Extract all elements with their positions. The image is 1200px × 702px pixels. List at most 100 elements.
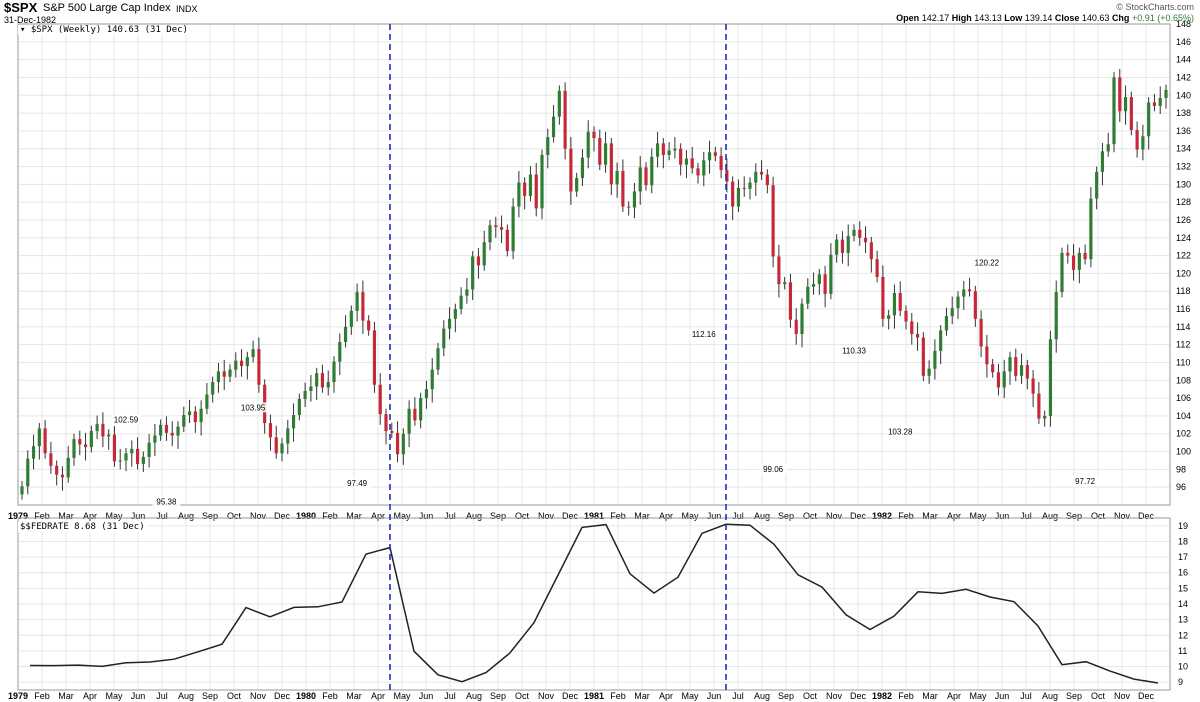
x-tick-label-lower: Dec	[274, 691, 291, 701]
price-annotation: 120.22	[975, 258, 1000, 267]
candle-body	[211, 382, 215, 395]
candle-body	[523, 182, 527, 196]
candle-body	[719, 155, 723, 171]
x-tick-label-lower: May	[681, 691, 699, 701]
price-annotation: 112.16	[692, 330, 716, 339]
candle-body	[471, 256, 475, 290]
x-tick-label-lower: Jul	[444, 691, 456, 701]
candle-body	[910, 321, 914, 334]
candle-body	[55, 465, 59, 475]
candle-body	[823, 274, 827, 294]
candle-body	[407, 408, 411, 434]
candle-body	[141, 456, 145, 465]
x-tick-label: Jun	[419, 511, 434, 521]
candle-body	[765, 174, 769, 186]
x-tick-label-lower: Jul	[1020, 691, 1032, 701]
candle-body	[488, 225, 492, 243]
x-tick-label-lower: Aug	[1042, 691, 1058, 701]
x-tick-label: Feb	[898, 511, 914, 521]
candle-body	[1002, 371, 1006, 388]
x-tick-label-lower: Apr	[371, 691, 385, 701]
candle-body	[234, 360, 238, 370]
price-y-tick: 110	[1176, 357, 1190, 367]
x-tick-label: Sep	[202, 511, 218, 521]
candle-body	[852, 229, 856, 236]
candle-body	[291, 415, 296, 429]
x-tick-label: Mar	[346, 511, 362, 521]
candle-body	[372, 330, 377, 385]
x-tick-label: Aug	[1042, 511, 1058, 521]
price-annotation-bg	[343, 477, 372, 488]
candle-body	[603, 143, 608, 165]
candle-body	[748, 182, 752, 189]
x-tick-label: Sep	[1066, 511, 1082, 521]
x-tick-label-lower: Dec	[562, 691, 579, 701]
candle-body	[783, 282, 787, 285]
candle-body	[638, 167, 642, 192]
candle-body	[442, 328, 446, 349]
x-tick-label: Apr	[659, 511, 673, 521]
x-tick-label-lower: Mar	[346, 691, 362, 701]
candle-body	[332, 361, 336, 383]
candle-body	[788, 282, 793, 320]
x-tick-label-lower: Sep	[1066, 691, 1082, 701]
candle-body	[43, 428, 47, 454]
candle-body	[482, 242, 486, 266]
price-y-tick: 114	[1176, 322, 1190, 332]
x-tick-label-lower: Aug	[466, 691, 482, 701]
price-y-tick: 142	[1176, 72, 1191, 82]
price-annotation: 97.49	[347, 479, 368, 488]
candle-body	[887, 315, 891, 319]
candle-body	[286, 428, 290, 444]
candle-body	[176, 426, 180, 436]
x-tick-label-lower: Apr	[947, 691, 961, 701]
x-tick-label: Nov	[1114, 511, 1131, 521]
candle-body	[1077, 252, 1081, 270]
candle-body	[598, 138, 602, 165]
chg-value: +0.91 (+0.65%)	[1131, 13, 1194, 23]
price-y-tick: 134	[1176, 144, 1191, 154]
candle-body	[904, 310, 908, 322]
candle-body	[66, 457, 70, 478]
candle-body	[222, 371, 226, 377]
x-tick-label-lower: Jun	[995, 691, 1010, 701]
candle-body	[1100, 151, 1105, 172]
x-tick-label: Mar	[58, 511, 74, 521]
x-tick-label-lower: Feb	[610, 691, 626, 701]
candle-body	[37, 428, 41, 447]
candle-body	[702, 160, 706, 176]
candle-body	[650, 156, 654, 186]
candle-body	[112, 434, 117, 462]
fed-y-tick: 16	[1178, 568, 1188, 578]
fed-y-tick: 18	[1178, 536, 1188, 546]
price-frame	[17, 23, 1171, 506]
x-tick-label: Dec	[562, 511, 579, 521]
candle-body	[996, 372, 1001, 388]
candle-body	[1083, 252, 1087, 260]
x-tick-label-lower: Dec	[1138, 691, 1155, 701]
candle-body	[164, 424, 169, 433]
candle-body	[326, 382, 330, 388]
x-tick-label: Nov	[826, 511, 843, 521]
candle-body	[83, 444, 88, 448]
x-tick-label: Dec	[274, 511, 291, 521]
candle-body	[1141, 136, 1145, 150]
candle-body	[1095, 171, 1099, 199]
candle-body	[413, 408, 417, 421]
x-tick-label: Apr	[83, 511, 97, 521]
candle-body	[858, 229, 862, 238]
candle-body	[453, 309, 457, 319]
price-y-tick: 104	[1176, 411, 1191, 421]
price-annotation-bg	[886, 426, 915, 437]
price-annotation: 103.95	[241, 403, 266, 412]
candle-body	[933, 350, 937, 369]
candle-body	[967, 289, 972, 292]
candle-body	[956, 296, 960, 309]
candle-body	[627, 206, 631, 208]
price-y-tick: 108	[1176, 375, 1191, 385]
candle-body	[78, 439, 82, 445]
candle-body	[679, 148, 683, 165]
candle-body	[690, 158, 694, 169]
candle-body	[31, 446, 36, 459]
price-annotation-bg	[840, 345, 868, 356]
